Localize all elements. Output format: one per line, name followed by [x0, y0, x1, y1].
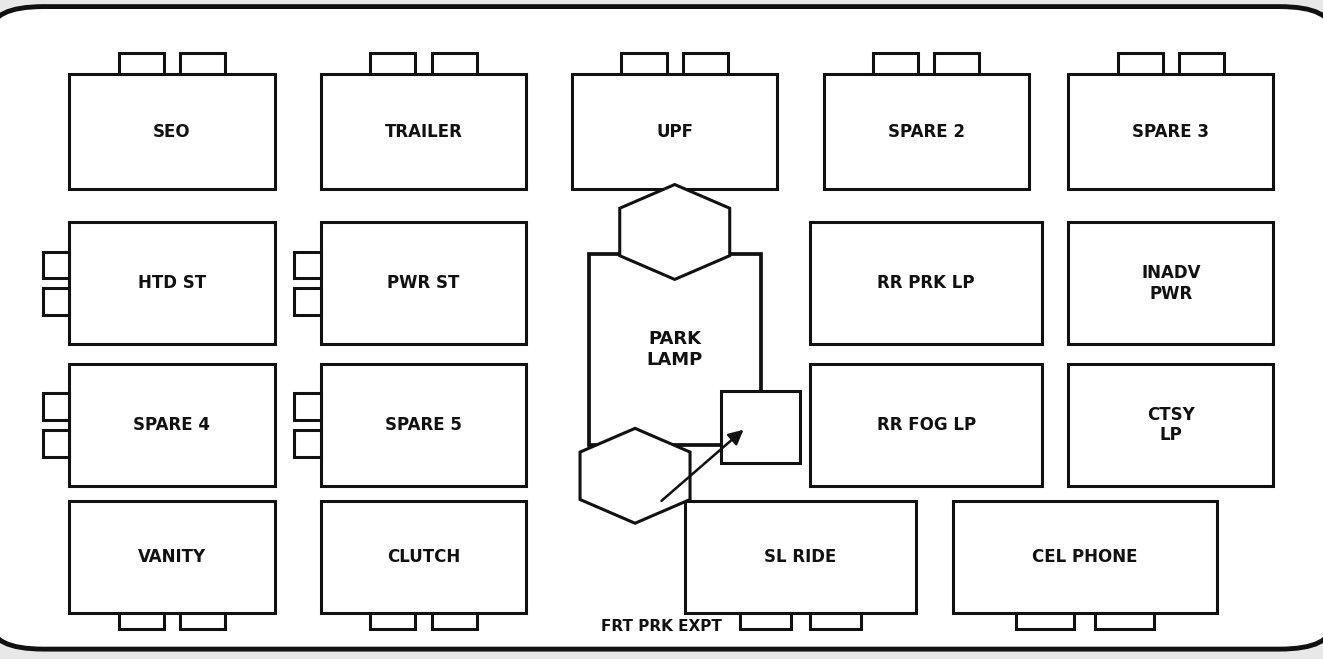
- Text: CTSY
LP: CTSY LP: [1147, 406, 1195, 444]
- Text: SL RIDE: SL RIDE: [765, 548, 836, 566]
- Bar: [320, 74, 525, 190]
- Text: TRAILER: TRAILER: [385, 123, 462, 141]
- Bar: [370, 613, 415, 629]
- Bar: [1069, 364, 1273, 486]
- Text: SPARE 4: SPARE 4: [134, 416, 210, 434]
- Text: RR FOG LP: RR FOG LP: [877, 416, 975, 434]
- Bar: [70, 501, 275, 613]
- Bar: [953, 501, 1217, 613]
- Bar: [683, 53, 728, 74]
- Bar: [180, 613, 225, 629]
- Bar: [294, 252, 320, 279]
- Bar: [721, 391, 800, 463]
- Bar: [320, 223, 525, 345]
- Bar: [741, 613, 791, 629]
- Text: RR PRK LP: RR PRK LP: [877, 274, 975, 293]
- Bar: [1118, 53, 1163, 74]
- Text: CLUTCH: CLUTCH: [386, 548, 460, 566]
- FancyBboxPatch shape: [0, 7, 1323, 649]
- Bar: [1016, 613, 1074, 629]
- Text: VANITY: VANITY: [138, 548, 206, 566]
- Bar: [823, 74, 1029, 190]
- Text: INADV
PWR: INADV PWR: [1142, 264, 1200, 302]
- Bar: [320, 501, 525, 613]
- Text: FRT PRK EXPT: FRT PRK EXPT: [601, 619, 722, 633]
- Text: PARK
LAMP: PARK LAMP: [647, 330, 703, 368]
- Bar: [42, 393, 70, 420]
- Bar: [685, 501, 916, 613]
- Bar: [294, 430, 320, 457]
- Bar: [70, 223, 275, 345]
- Text: SEO: SEO: [153, 123, 191, 141]
- Bar: [873, 53, 918, 74]
- Text: SPARE 3: SPARE 3: [1132, 123, 1209, 141]
- Bar: [294, 393, 320, 420]
- Bar: [1069, 223, 1273, 345]
- Text: SPARE 2: SPARE 2: [888, 123, 964, 141]
- Bar: [320, 364, 525, 486]
- Bar: [370, 53, 415, 74]
- Bar: [431, 53, 476, 74]
- Bar: [119, 613, 164, 629]
- Bar: [119, 53, 164, 74]
- Bar: [810, 364, 1041, 486]
- Bar: [572, 74, 778, 190]
- Bar: [70, 74, 275, 190]
- Bar: [431, 613, 476, 629]
- Text: UPF: UPF: [656, 123, 693, 141]
- Bar: [810, 613, 860, 629]
- Bar: [1179, 53, 1224, 74]
- Text: HTD ST: HTD ST: [138, 274, 206, 293]
- Bar: [1095, 613, 1154, 629]
- Bar: [42, 430, 70, 457]
- Bar: [42, 288, 70, 315]
- Bar: [294, 288, 320, 315]
- Text: CEL PHONE: CEL PHONE: [1032, 548, 1138, 566]
- Bar: [622, 53, 667, 74]
- Text: SPARE 5: SPARE 5: [385, 416, 462, 434]
- Bar: [934, 53, 979, 74]
- Bar: [42, 252, 70, 279]
- Text: PWR ST: PWR ST: [388, 274, 459, 293]
- Bar: [70, 364, 275, 486]
- Bar: [180, 53, 225, 74]
- Bar: [810, 223, 1041, 345]
- Polygon shape: [579, 428, 691, 523]
- Bar: [1069, 74, 1273, 190]
- Bar: [589, 254, 761, 445]
- Polygon shape: [619, 185, 730, 279]
